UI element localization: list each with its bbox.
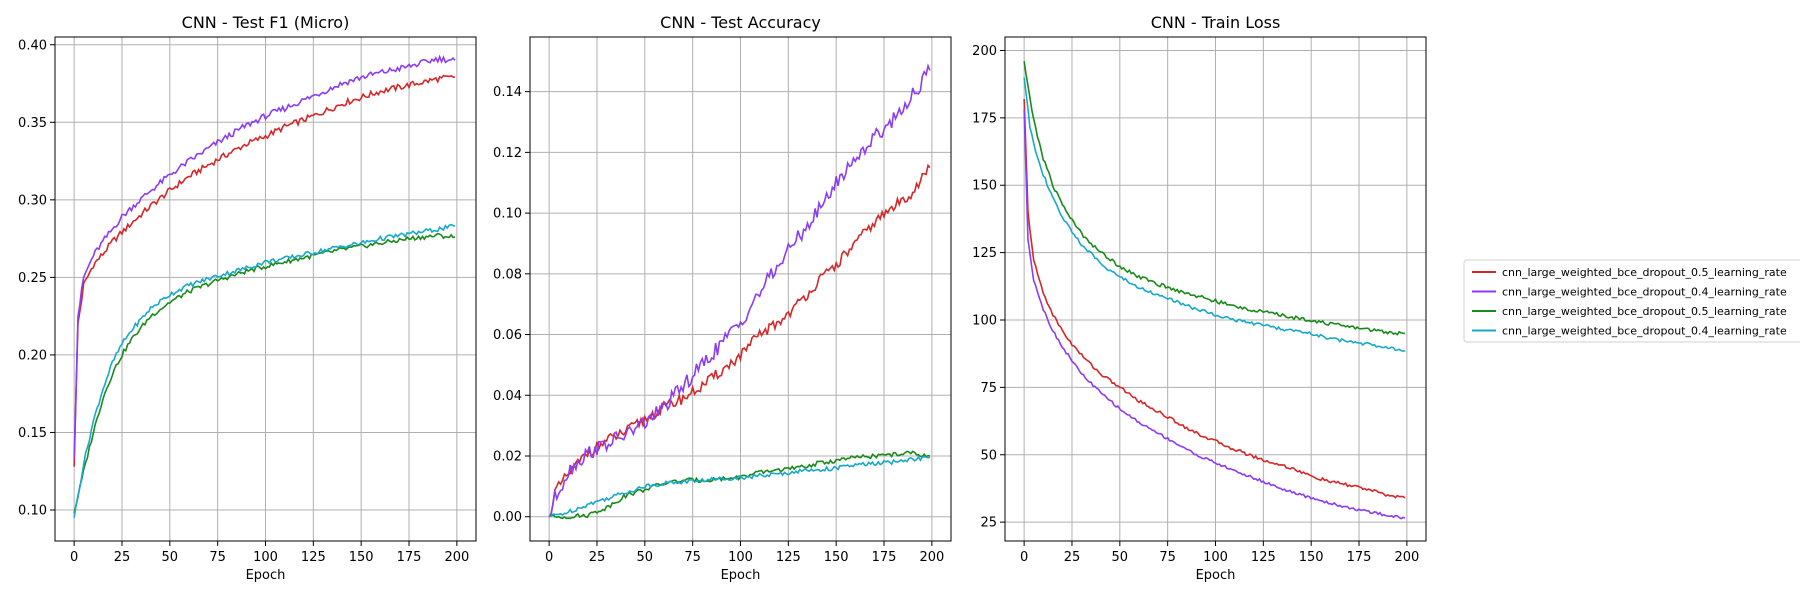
y-tick-label: 0.14 [493,85,522,100]
x-tick-label: 50 [1112,550,1129,565]
legend: cnn_large_weighted_bce_dropout_0.5_learn… [1463,259,1800,343]
chart-panel-2: 0 25 50 75 100 125 150 175 200 0.00 0.02 0.04 0.06 0.… [493,13,952,583]
x-axis-label: Epoch [1196,568,1236,583]
chart-panels: 0 25 50 75 100 125 150 175 200 0.10 0.15 0.20 0.25 0.… [18,13,1427,583]
y-tick-label: 0.04 [493,389,522,404]
y-tick-label: 25 [980,516,997,531]
x-axis-label: Epoch [246,568,286,583]
series-line-2 [548,63,931,518]
chart-panel-1: 0 25 50 75 100 125 150 175 200 0.10 0.15 0.20 0.25 0.… [18,13,477,583]
y-tick-label: 0.30 [18,193,47,208]
legend-box [1463,259,1800,343]
x-tick-label: 150 [824,550,849,565]
y-tick-label: 0.35 [18,116,47,131]
x-tick-label: 50 [162,550,179,565]
y-tick-label: 0.40 [18,38,47,53]
x-tick-label: 25 [114,550,131,565]
series-line-1 [548,163,931,518]
series-line-4 [73,223,456,518]
chart-panel-3: 0 25 50 75 100 125 150 175 200 25 50 75 100 125 150 175… [972,13,1427,583]
x-tick-label: 25 [1064,550,1081,565]
x-tick-label: 150 [1299,550,1324,565]
x-tick-label: 100 [253,550,278,565]
y-tick-label: 0.10 [493,207,522,222]
x-tick-label: 200 [444,550,469,565]
y-tick-label: 0.08 [493,267,522,282]
x-axis-label: Epoch [721,568,761,583]
x-tick-label: 75 [1159,550,1176,565]
series-line-3 [548,450,931,520]
chart-title: CNN - Test F1 (Micro) [182,13,350,32]
series-line-1 [1023,98,1406,499]
y-tick-label: 75 [980,381,997,396]
x-tick-label: 100 [1203,550,1228,565]
chart-title: CNN - Test Accuracy [660,13,821,32]
x-tick-label: 125 [1251,550,1276,565]
y-tick-label: 50 [980,448,997,463]
x-tick-label: 175 [397,550,422,565]
series-line-4 [548,455,931,518]
x-tick-label: 125 [301,550,326,565]
x-tick-label: 50 [637,550,654,565]
series-line-3 [1023,61,1406,336]
x-tick-label: 125 [776,550,801,565]
y-tick-label: 0.06 [493,328,522,343]
x-tick-label: 150 [349,550,374,565]
series-line-3 [73,232,456,514]
x-tick-label: 75 [684,550,701,565]
x-tick-label: 0 [1020,550,1028,565]
series-line-2 [73,54,456,459]
x-tick-label: 175 [1347,550,1372,565]
series-line-2 [1023,109,1406,520]
chart-title: CNN - Train Loss [1151,13,1281,32]
legend-entry: cnn_large_weighted_bce_dropout_0.5_learn… [1502,305,1787,318]
y-tick-label: 0.20 [18,348,47,363]
series-line-4 [1023,77,1405,352]
y-tick-label: 100 [972,313,997,328]
y-tick-label: 125 [972,246,997,261]
y-tick-label: 0.10 [18,503,47,518]
y-tick-label: 0.12 [493,146,522,161]
legend-entry: cnn_large_weighted_bce_dropout_0.4_learn… [1502,325,1787,338]
y-tick-label: 150 [972,179,997,194]
x-tick-label: 200 [919,550,944,565]
y-tick-label: 0.02 [493,449,522,464]
y-tick-label: 200 [972,44,997,59]
x-tick-label: 100 [728,550,753,565]
y-tick-label: 175 [972,111,997,126]
legend-entry: cnn_large_weighted_bce_dropout_0.4_learn… [1502,286,1787,299]
x-tick-label: 25 [589,550,606,565]
y-tick-label: 0.00 [493,510,522,525]
x-tick-label: 0 [545,550,553,565]
x-tick-label: 0 [70,550,78,565]
x-tick-label: 200 [1394,550,1419,565]
y-tick-label: 0.15 [18,426,47,441]
legend-entry: cnn_large_weighted_bce_dropout_0.5_learn… [1502,266,1787,279]
x-tick-label: 175 [872,550,897,565]
series-line-1 [73,74,456,467]
y-tick-label: 0.25 [18,271,47,286]
x-tick-label: 75 [209,550,226,565]
